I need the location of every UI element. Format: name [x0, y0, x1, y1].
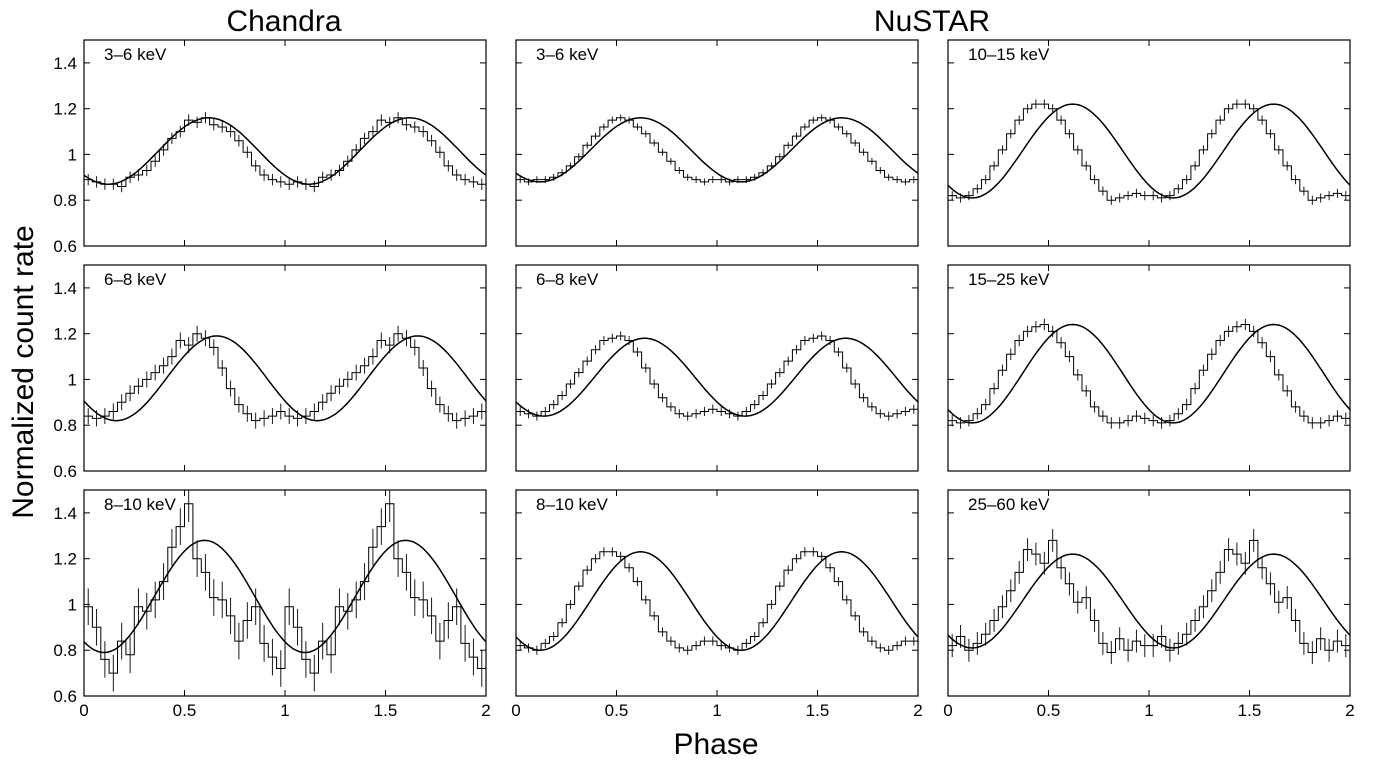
model-curve [948, 323, 1350, 424]
model-curve [516, 117, 918, 183]
y-tick-label: 1.4 [53, 279, 77, 298]
x-axis-label: Phase [673, 728, 758, 761]
model-curve [948, 103, 1350, 199]
y-tick-label: 1.4 [53, 504, 77, 523]
panel: 8–10 keV 0.6 0.8 1 1.2 1.4 0 0.5 1 1.5 2 [53, 489, 491, 720]
panel: 25–60 keV 0 0.5 1 1.5 2 [943, 489, 1355, 720]
model-curve [948, 553, 1350, 649]
energy-band-label: 8–10 keV [536, 495, 608, 514]
panel: 6–8 keV 0.6 0.8 1 1.2 1.4 [53, 264, 487, 481]
histogram [516, 117, 918, 183]
panel-data [84, 112, 486, 193]
x-tick-label: 0 [943, 701, 952, 720]
x-tick-label: 0.5 [605, 701, 629, 720]
y-tick-label: 0.8 [53, 191, 77, 210]
panel: 10–15 keV [947, 39, 1351, 247]
panel-data [84, 490, 486, 692]
panel-frame [947, 39, 1351, 247]
panel-frame [515, 39, 919, 247]
panel-frame [515, 489, 919, 697]
x-tick-label: 1.5 [1238, 701, 1262, 720]
panel-data [516, 547, 918, 655]
y-tick-label: 0.6 [53, 462, 77, 481]
histogram [948, 103, 1350, 201]
panel-grid: 3–6 keV 0.6 0.8 1 1.2 1.4 3–6 keV 10–15 keV 6–8 … [53, 39, 1355, 720]
x-tick-label: 0 [511, 701, 520, 720]
panel-frame [515, 264, 919, 472]
energy-band-label: 3–6 keV [104, 45, 167, 64]
histogram [948, 539, 1350, 653]
panel-frame [83, 489, 487, 697]
x-tick-label: 2 [481, 701, 490, 720]
model-curve [84, 335, 486, 422]
model-curve [516, 551, 918, 651]
histogram [516, 551, 918, 651]
y-tick-label: 1.4 [53, 54, 77, 73]
energy-band-label: 25–60 keV [968, 495, 1050, 514]
y-tick-label: 1 [68, 595, 77, 614]
model-curve [516, 337, 918, 417]
panel-data [84, 325, 486, 429]
energy-band-label: 15–25 keV [968, 270, 1050, 289]
histogram [84, 117, 486, 187]
x-tick-label: 1.5 [806, 701, 830, 720]
panel-data [948, 318, 1350, 429]
y-tick-label: 0.6 [53, 687, 77, 706]
panel-data [516, 114, 918, 186]
x-tick-label: 2 [913, 701, 922, 720]
energy-band-label: 3–6 keV [536, 45, 599, 64]
panel: 3–6 keV 0.6 0.8 1 1.2 1.4 [53, 39, 487, 256]
panel-data [516, 331, 918, 421]
x-tick-label: 0.5 [173, 701, 197, 720]
x-tick-label: 0 [79, 701, 88, 720]
y-tick-label: 0.8 [53, 416, 77, 435]
histogram [948, 324, 1350, 424]
energy-band-label: 10–15 keV [968, 45, 1050, 64]
panel: 3–6 keV [515, 39, 919, 247]
x-tick-label: 0.5 [1037, 701, 1061, 720]
y-axis-label: Normalized count rate [7, 225, 40, 518]
panel-frame [83, 264, 487, 472]
panel: 8–10 keV 0 0.5 1 1.5 2 [511, 489, 923, 720]
panel-frame [83, 39, 487, 247]
column-title-chandra: Chandra [226, 5, 341, 38]
panel-data [948, 99, 1350, 205]
y-tick-label: 1.2 [53, 550, 77, 569]
energy-band-label: 6–8 keV [536, 270, 599, 289]
panel: 15–25 keV [947, 264, 1351, 472]
panel-frame [947, 264, 1351, 472]
x-tick-label: 1.5 [374, 701, 398, 720]
panel: 6–8 keV [515, 264, 919, 472]
energy-band-label: 6–8 keV [104, 270, 167, 289]
y-tick-label: 1 [68, 145, 77, 164]
x-tick-label: 1 [712, 701, 721, 720]
histogram [516, 335, 918, 417]
y-tick-label: 1.2 [53, 100, 77, 119]
model-curve [84, 117, 486, 185]
panel-data [948, 528, 1350, 664]
histogram [84, 503, 486, 674]
model-curve [84, 539, 486, 654]
y-tick-label: 0.8 [53, 641, 77, 660]
y-tick-label: 1 [68, 370, 77, 389]
panel-frame [947, 489, 1351, 697]
x-tick-label: 1 [280, 701, 289, 720]
energy-band-label: 8–10 keV [104, 495, 176, 514]
y-tick-label: 0.6 [53, 237, 77, 256]
column-title-nustar: NuSTAR [874, 5, 990, 38]
y-tick-label: 1.2 [53, 325, 77, 344]
x-tick-label: 1 [1144, 701, 1153, 720]
histogram [84, 333, 486, 422]
x-tick-label: 2 [1345, 701, 1354, 720]
